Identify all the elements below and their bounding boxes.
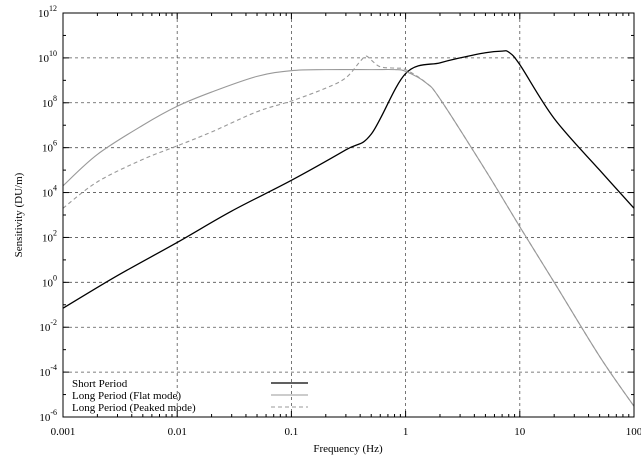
series-line-3 [62,55,635,407]
y-tick-label: 1012 [38,4,57,20]
x-tick-label: 0.001 [51,426,76,438]
series-lines [62,50,635,407]
y-tick-label: 100 [42,273,57,289]
x-tick-label: 10 [514,426,526,438]
x-tick-label: 1 [403,426,409,438]
y-tick-label: 10-6 [39,408,57,424]
y-tick-label: 108 [42,94,57,110]
tick-marks [62,12,635,418]
grid-lines [63,13,634,417]
series-line-2 [62,68,635,407]
x-axis-title: Frequency (Hz) [313,443,383,455]
legend-label-3: Long Period (Peaked mode) [72,402,196,414]
series-line-1 [62,50,635,309]
x-tick-label: 100 [626,426,641,438]
y-tick-label: 106 [42,139,57,155]
x-tick-labels: 0.001 0.01 0.1 1 10 100 [51,426,641,438]
y-tick-label: 10-2 [39,318,57,334]
x-tick-label: 0.01 [168,426,187,438]
legend-label-2: Long Period (Flat mode) [72,390,181,402]
x-tick-label: 0.1 [285,426,299,438]
y-tick-label: 104 [42,184,57,200]
y-tick-label: 102 [42,228,57,244]
y-tick-label: 10-4 [39,363,57,379]
y-tick-label: 1010 [38,49,57,65]
y-axis-title: Sensitivity (DU/m) [13,172,25,257]
legend-label-1: Short Period [72,378,128,390]
y-tick-labels: 10-6 10-4 10-2 100 102 104 106 108 1010 1012 [38,4,57,424]
